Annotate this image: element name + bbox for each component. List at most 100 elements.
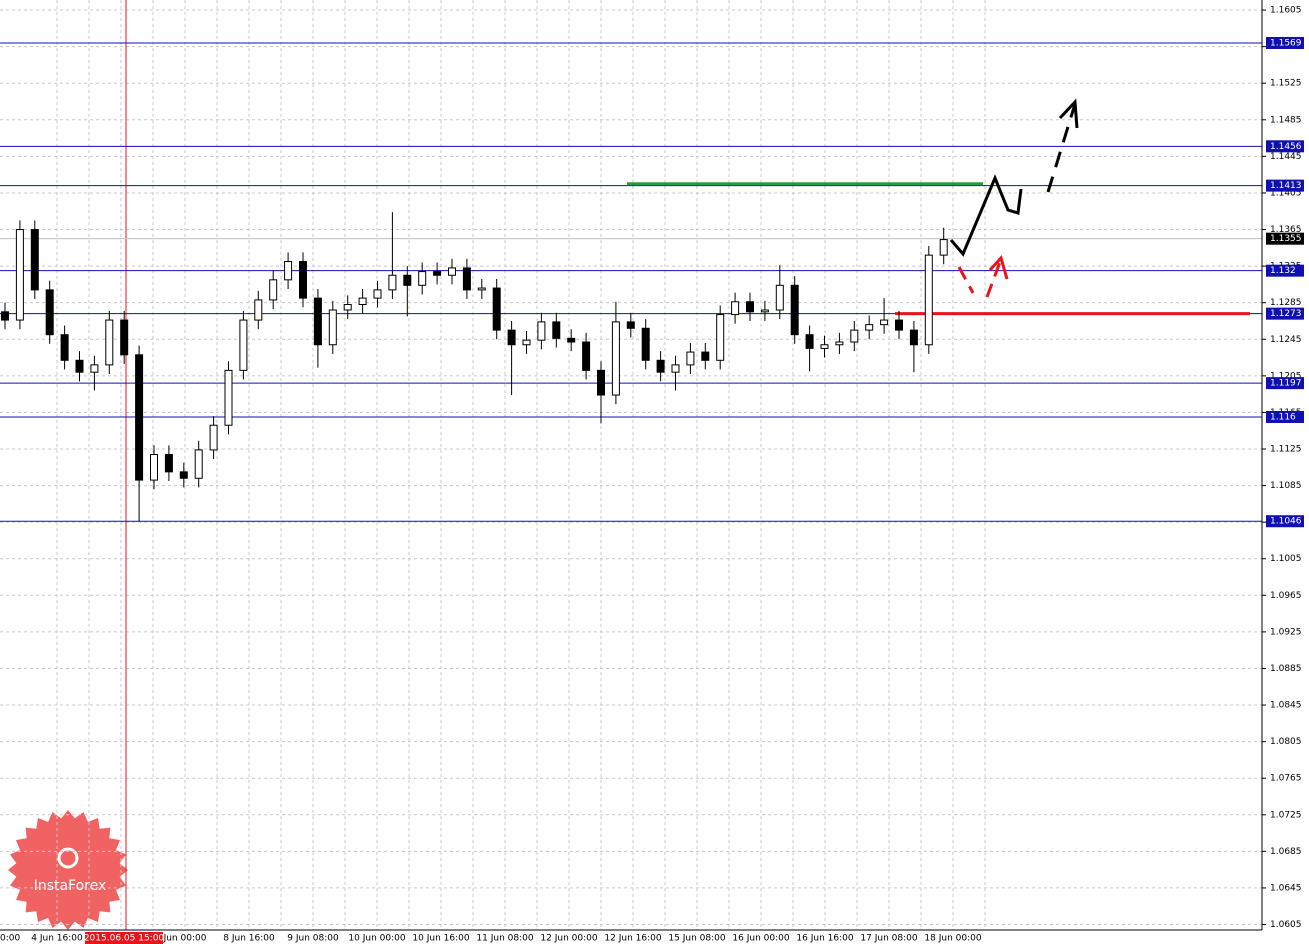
candle-body — [775, 284, 784, 311]
candle-body — [90, 364, 99, 373]
y-tick-label: 1.0765 — [1270, 774, 1302, 784]
x-tick-label: 2015.06.05 15:00 — [84, 934, 165, 944]
candle-body — [105, 319, 114, 366]
y-tick-label: 1.1285 — [1270, 298, 1302, 308]
level-label: 1.1456 — [1270, 142, 1302, 152]
candle-body — [135, 354, 144, 481]
candle-body — [179, 471, 188, 479]
logo-badge — [8, 810, 128, 930]
candle-body — [373, 289, 382, 299]
x-tick-label: 9 Jun 08:00 — [287, 934, 339, 944]
candle-body — [15, 229, 24, 321]
candle-body — [1, 311, 9, 321]
x-tick-label: 0:00 — [0, 934, 20, 944]
level-label-box — [1266, 307, 1304, 320]
candle-body — [492, 287, 501, 331]
y-tick-label: 1.0725 — [1270, 810, 1302, 820]
candle-body — [611, 321, 620, 396]
candle-body — [120, 319, 129, 356]
candle-body — [194, 449, 203, 479]
candle-body — [716, 314, 725, 361]
level-label-box — [1266, 36, 1304, 49]
y-tick-label: 1.1205 — [1270, 371, 1302, 381]
y-tick-label: 1.1445 — [1270, 152, 1302, 162]
forecast-path — [949, 174, 1023, 257]
level-label-box — [1266, 515, 1304, 528]
level-label-box — [1266, 410, 1304, 423]
candle-body — [790, 284, 799, 336]
candle-body — [686, 351, 695, 366]
y-tick-label: 1.0925 — [1270, 627, 1302, 637]
candle-body — [164, 453, 173, 473]
level-label-box — [1266, 377, 1304, 390]
y-tick-label: 1.0685 — [1270, 847, 1302, 857]
level-label-box — [1266, 140, 1304, 153]
current-price-label: 1.1355 — [1270, 234, 1302, 244]
y-tick-label: 1.0605 — [1270, 920, 1302, 930]
candle-body — [552, 321, 561, 339]
candle-body — [269, 279, 278, 301]
candle-body — [388, 274, 397, 291]
alt-forecast-arrow — [988, 255, 1009, 280]
candle-body — [820, 344, 829, 349]
candle-body — [865, 324, 874, 331]
candle-body — [760, 309, 769, 313]
level-label: 1.1413 — [1270, 181, 1302, 191]
x-tick-label: 12 Jun 16:00 — [604, 934, 661, 944]
y-tick-label: 1.0845 — [1270, 701, 1302, 711]
candle-body — [45, 289, 54, 336]
candle-body — [239, 319, 248, 371]
candle-body — [641, 327, 650, 361]
y-tick-label: 1.1485 — [1270, 115, 1302, 125]
y-tick-label: 1.1005 — [1270, 554, 1302, 564]
x-tick-label: 15 Jun 08:00 — [668, 934, 725, 944]
x-tick-label: 12 Jun 00:00 — [540, 934, 597, 944]
candle-body — [462, 267, 471, 291]
y-tick-label: 1.0885 — [1270, 664, 1302, 674]
y-tick-label: 1.0805 — [1270, 737, 1302, 747]
candle-body — [209, 424, 218, 451]
candle-body — [701, 351, 710, 361]
candle-body — [805, 334, 814, 349]
candle-body — [150, 453, 158, 481]
current-price-box — [1266, 232, 1304, 245]
level-label-box — [1266, 264, 1304, 277]
candle-body — [656, 359, 665, 373]
candle-body — [254, 299, 263, 321]
forecast-arrow — [1058, 98, 1079, 129]
candle-body — [358, 297, 367, 306]
forecast-dashed — [1046, 103, 1077, 193]
candle-body — [477, 287, 486, 291]
y-tick-label: 1.1245 — [1270, 335, 1302, 345]
candle-body — [433, 271, 442, 276]
y-tick-label: 1.1405 — [1270, 188, 1302, 198]
y-tick-label: 1.1365 — [1270, 225, 1302, 235]
candle-body — [343, 304, 352, 311]
x-tick-label: 4 Jun 16:00 — [31, 934, 83, 944]
candle-body — [328, 309, 337, 346]
x-tick-label: Jun 00:00 — [163, 934, 207, 944]
level-label: 1.1046 — [1270, 517, 1302, 527]
x-tick-label: 16 Jun 00:00 — [732, 934, 789, 944]
candle-body — [284, 261, 293, 281]
candle-body — [313, 297, 322, 346]
x-tick-label: 18 Jun 00:00 — [924, 934, 981, 944]
candle-body — [895, 319, 903, 331]
forecast-drawings — [949, 98, 1079, 298]
candle-body — [30, 229, 39, 291]
level-label: 1.1273 — [1270, 309, 1302, 319]
level-label: 1.116 — [1270, 412, 1296, 422]
candle-body — [567, 337, 576, 343]
y-tick-label: 1.0645 — [1270, 883, 1302, 893]
candle-body — [850, 329, 859, 343]
candle-body — [597, 369, 605, 396]
candle-body — [537, 321, 546, 341]
candle-body — [746, 301, 754, 313]
x-tick-label: 17 Jun 08:00 — [860, 934, 917, 944]
level-label-box — [1266, 179, 1304, 192]
candle-body — [448, 267, 456, 276]
candle-body — [224, 369, 233, 426]
level-label: 1.1569 — [1270, 38, 1302, 48]
level-label: 1.1197 — [1270, 379, 1302, 389]
